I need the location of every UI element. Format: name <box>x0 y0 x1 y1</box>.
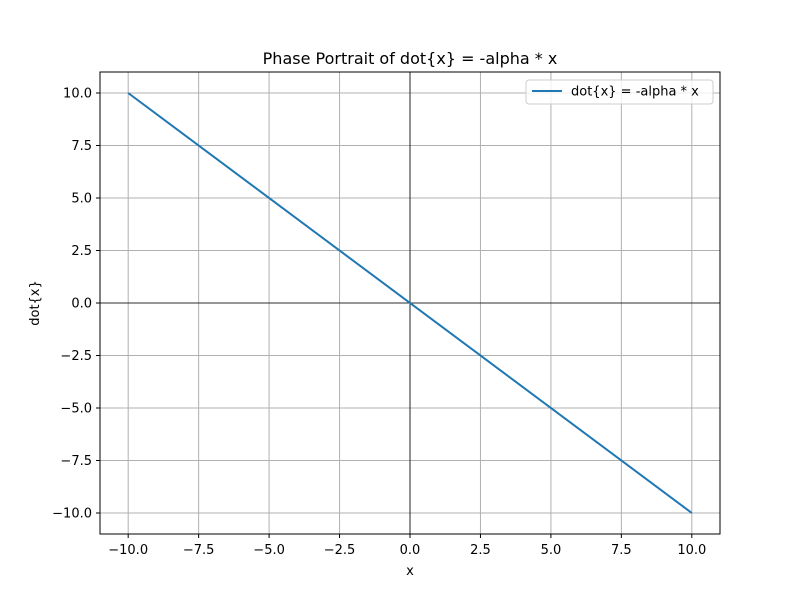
x-tick-label-6: 5.0 <box>541 543 562 558</box>
chart-title: Phase Portrait of dot{x} = -alpha * x <box>263 49 558 68</box>
y-axis-ticks: −10.0 −7.5 −5.0 −2.5 0.0 2.5 5.0 7.5 10.0 <box>52 87 100 522</box>
y-tick-label-3: −2.5 <box>60 349 92 364</box>
x-axis-ticks: −10.0 −7.5 −5.0 −2.5 0.0 2.5 5.0 7.5 10.0 <box>108 534 706 558</box>
y-tick-label-4: 0.0 <box>71 297 92 312</box>
x-tick-label-8: 10.0 <box>677 543 706 558</box>
legend: dot{x} = -alpha * x <box>525 79 714 105</box>
y-tick-label-2: −5.0 <box>60 402 92 417</box>
series-layer <box>127 92 693 514</box>
x-tick-label-3: −2.5 <box>324 543 356 558</box>
legend-box <box>525 79 714 105</box>
x-tick-label-0: −10.0 <box>108 543 148 558</box>
x-tick-label-4: 0.0 <box>400 543 421 558</box>
legend-entry-label: dot{x} = -alpha * x <box>571 85 699 100</box>
y-tick-label-6: 5.0 <box>71 192 92 207</box>
y-axis-label: dot{x} <box>28 280 43 326</box>
x-tick-label-5: 2.5 <box>470 543 491 558</box>
x-tick-label-7: 7.5 <box>611 543 632 558</box>
x-tick-label-1: −7.5 <box>183 543 215 558</box>
x-axis-label: x <box>406 564 414 579</box>
series-line-0 <box>127 92 693 514</box>
y-tick-label-8: 10.0 <box>63 87 92 102</box>
y-tick-label-1: −7.5 <box>60 454 92 469</box>
y-tick-label-5: 2.5 <box>71 244 92 259</box>
x-tick-label-2: −5.0 <box>253 543 285 558</box>
y-tick-label-0: −10.0 <box>52 507 92 522</box>
y-tick-label-7: 7.5 <box>71 139 92 154</box>
